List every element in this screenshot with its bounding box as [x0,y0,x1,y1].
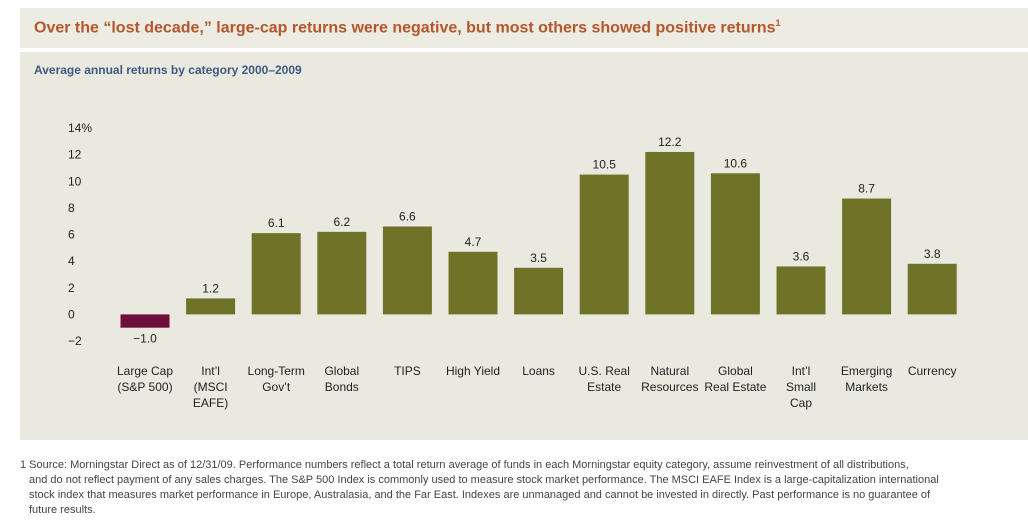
data-label: 3.5 [530,251,547,265]
data-label: 4.7 [465,235,482,249]
footnote-line: and do not reflect payment of any sales … [29,474,939,486]
chart-panel: Average annual returns by category 2000–… [20,52,1028,440]
x-category-label: Bonds [325,380,359,394]
footnote: 1 Source: Morningstar Direct as of 12/31… [20,458,1020,518]
x-category-label: U.S. Real [579,364,630,378]
x-category-label: Small [786,380,816,394]
chart-title: Average annual returns by category 2000–… [34,63,302,77]
x-category-label: Markets [845,380,888,394]
bar [186,298,236,315]
x-category-label: EAFE) [193,396,228,410]
x-category-label: Currency [908,364,957,378]
x-category-label: Emerging [841,364,892,378]
x-category-label: Global [324,364,359,378]
headline-band: Over the “lost decade,” large-cap return… [20,8,1028,48]
data-label: 10.6 [724,156,748,170]
bar [251,233,301,315]
bar [579,174,629,315]
data-label: 3.6 [793,249,810,263]
y-tick-label: −2 [68,334,82,348]
x-category-label: High Yield [446,364,500,378]
x-category-label: TIPS [394,364,421,378]
x-category-label: (S&P 500) [117,380,172,394]
y-tick-label: 14% [68,121,92,135]
x-category-label: Loans [522,364,555,378]
data-label: 1.2 [202,281,219,295]
footnote-line: 1 Source: Morningstar Direct as of 12/31… [20,459,909,471]
x-category-label: Gov’t [262,380,291,394]
data-label: 6.6 [399,210,416,224]
footnote-line: stock index that measures market perform… [29,489,931,501]
x-category-label: Long-Term [248,364,305,378]
bar [842,198,892,315]
bar [710,173,760,315]
y-tick-label: 0 [68,307,75,321]
headline-text: Over the “lost decade,” large-cap return… [34,19,776,37]
y-tick-label: 10 [68,174,82,188]
headline-footnote-mark: 1 [775,18,781,28]
bar [317,231,367,315]
data-label: 6.1 [268,216,285,230]
x-category-label: Int’l [201,364,220,378]
data-label: 12.2 [658,135,682,149]
data-label: 6.2 [333,215,350,229]
x-category-label: Global [718,364,753,378]
bar [645,151,695,315]
x-category-label: (MSCI [194,380,228,394]
x-category-label: Int’l [792,364,811,378]
bar [907,263,957,315]
x-category-label: Natural [650,364,689,378]
x-category-label: Large Cap [117,364,173,378]
y-tick-label: 2 [68,281,75,295]
y-tick-label: 4 [68,254,75,268]
y-tick-label: 8 [68,201,75,215]
data-label: −1.0 [133,332,157,346]
x-category-label: Real Estate [704,380,766,394]
bar [776,266,826,315]
data-label: 3.8 [924,247,941,261]
y-tick-label: 6 [68,228,75,242]
footnote-line: future results. [29,504,96,516]
data-label: 8.7 [858,182,875,196]
bar [448,251,498,315]
x-category-label: Cap [790,396,812,410]
headline: Over the “lost decade,” large-cap return… [34,18,781,37]
bar [514,267,564,315]
x-category-label: Estate [587,380,621,394]
bar [120,314,170,328]
bar-chart: 14% 12 10 8 6 4 2 0 −2 −1.0 Large Cap (S&P 500) 1.2 I… [68,121,957,410]
bar [382,226,432,315]
y-tick-label: 12 [68,148,82,162]
data-label: 10.5 [593,158,617,172]
x-category-label: Resources [641,380,698,394]
